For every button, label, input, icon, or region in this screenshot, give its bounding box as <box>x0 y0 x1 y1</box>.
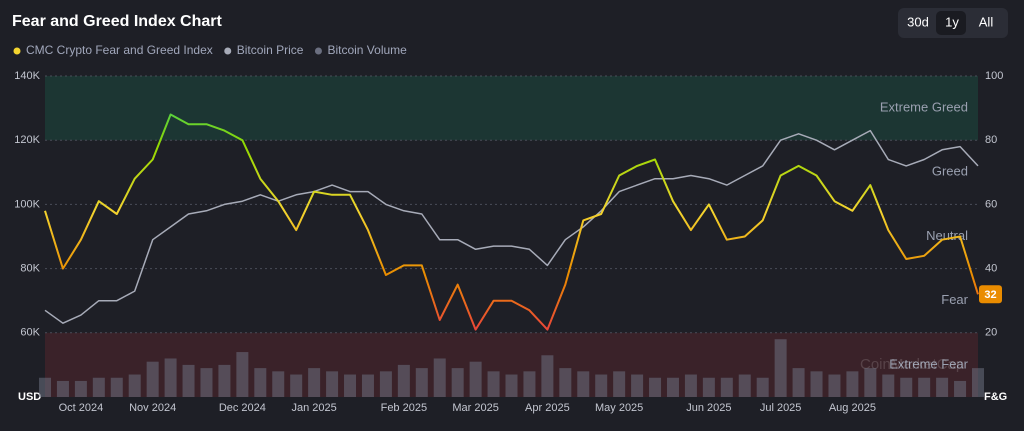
volume-bar <box>487 371 500 397</box>
x-tick-label: Aug 2025 <box>829 402 876 414</box>
range-button[interactable]: 30d <box>907 14 929 29</box>
volume-bar <box>756 377 769 397</box>
volume-bar <box>254 368 267 397</box>
volume-bar <box>164 358 177 397</box>
volume-bar <box>595 374 608 397</box>
volume-bar <box>828 374 841 397</box>
zone-label: Extreme Greed <box>880 100 968 115</box>
zone-label: Greed <box>932 164 968 179</box>
y-tick-label: 60K <box>20 327 40 339</box>
volume-bar <box>74 380 87 397</box>
y2-tick-label: 60 <box>985 198 997 210</box>
fear-greed-line <box>44 113 979 331</box>
volume-bar <box>218 364 231 397</box>
volume-bar <box>272 371 285 397</box>
volume-bar <box>128 374 141 397</box>
legend-label: Bitcoin Price <box>237 43 304 57</box>
volume-bar <box>344 374 357 397</box>
volume-bar <box>864 368 877 397</box>
price-line <box>44 129 979 324</box>
volume-bar <box>308 368 321 397</box>
y-tick-label: 100K <box>14 198 40 210</box>
volume-bar <box>649 377 662 397</box>
legend-dot <box>314 47 322 55</box>
watermark: CoinMarketCap <box>860 356 964 373</box>
range-button[interactable]: 1y <box>945 14 959 29</box>
volume-bar <box>505 374 518 397</box>
legend-dot <box>224 47 232 55</box>
x-tick-label: Nov 2024 <box>129 402 176 414</box>
volume-bar <box>936 377 949 397</box>
current-value: 32 <box>984 289 996 301</box>
y-unit-label: USD <box>18 391 41 403</box>
volume-bar <box>361 374 374 397</box>
volume-bar <box>577 371 590 397</box>
volume-bar <box>810 371 823 397</box>
volume-bar <box>397 364 410 397</box>
range-button[interactable]: All <box>979 14 994 29</box>
volume-bar <box>469 361 482 397</box>
x-tick-label: May 2025 <box>595 402 643 414</box>
volume-bar <box>326 371 339 397</box>
x-tick-label: Jun 2025 <box>686 402 731 414</box>
volume-bar <box>918 377 931 397</box>
volume-bar <box>702 377 715 397</box>
x-tick-label: Mar 2025 <box>452 402 498 414</box>
volume-bar <box>774 339 787 397</box>
volume-bar <box>110 377 123 397</box>
volume-bar <box>631 374 644 397</box>
volume-bar <box>39 377 51 397</box>
y2-tick-label: 20 <box>985 327 997 339</box>
x-tick-label: Feb 2025 <box>381 402 427 414</box>
legend-label: CMC Crypto Fear and Greed Index <box>26 43 213 57</box>
x-tick-label: Oct 2024 <box>59 402 104 414</box>
volume-bar <box>182 364 195 397</box>
zone-label: Extreme Fear <box>889 356 968 371</box>
volume-bar <box>846 371 859 397</box>
volume-bar <box>146 361 159 397</box>
volume-bar <box>900 377 913 397</box>
zone-label: Neutral <box>926 228 968 243</box>
volume-bar <box>56 380 69 397</box>
x-tick-label: Dec 2024 <box>219 402 266 414</box>
chart-title: Fear and Greed Index Chart <box>12 13 223 30</box>
y-tick-label: 120K <box>14 134 40 146</box>
y2-unit-label: F&G <box>984 391 1007 403</box>
volume-bar <box>290 374 303 397</box>
volume-bar <box>541 355 554 397</box>
zone-shade <box>45 76 978 141</box>
volume-bar <box>720 377 733 397</box>
current-badge <box>979 285 1002 304</box>
legend-label: Bitcoin Volume <box>327 43 407 57</box>
zone-label: Fear <box>941 292 968 307</box>
x-tick-label: Jan 2025 <box>292 402 337 414</box>
volume-bar <box>200 368 213 397</box>
y2-tick-label: 40 <box>985 263 997 275</box>
y-tick-label: 80K <box>20 263 40 275</box>
volume-bar <box>972 368 984 397</box>
volume-bar <box>559 368 572 397</box>
x-tick-label: Jul 2025 <box>760 402 802 414</box>
volume-bar <box>523 371 536 397</box>
y2-tick-label: 100 <box>985 70 1003 82</box>
volume-bar <box>666 377 679 397</box>
volume-bar <box>684 374 697 397</box>
y2-tick-label: 80 <box>985 134 997 146</box>
volume-bar <box>613 371 626 397</box>
volume-bar <box>415 368 428 397</box>
volume-bar <box>738 374 751 397</box>
volume-bar <box>451 368 464 397</box>
volume-bar <box>379 371 392 397</box>
x-tick-label: Apr 2025 <box>525 402 570 414</box>
volume-bar <box>882 374 895 397</box>
volume-bar <box>954 380 967 397</box>
y-tick-label: 140K <box>14 70 40 82</box>
volume-bar <box>236 352 249 397</box>
volume-bar <box>792 368 805 397</box>
volume-bar <box>433 358 446 397</box>
button-selected <box>936 11 966 35</box>
legend-dot <box>13 47 21 55</box>
volume-bar <box>92 377 105 397</box>
